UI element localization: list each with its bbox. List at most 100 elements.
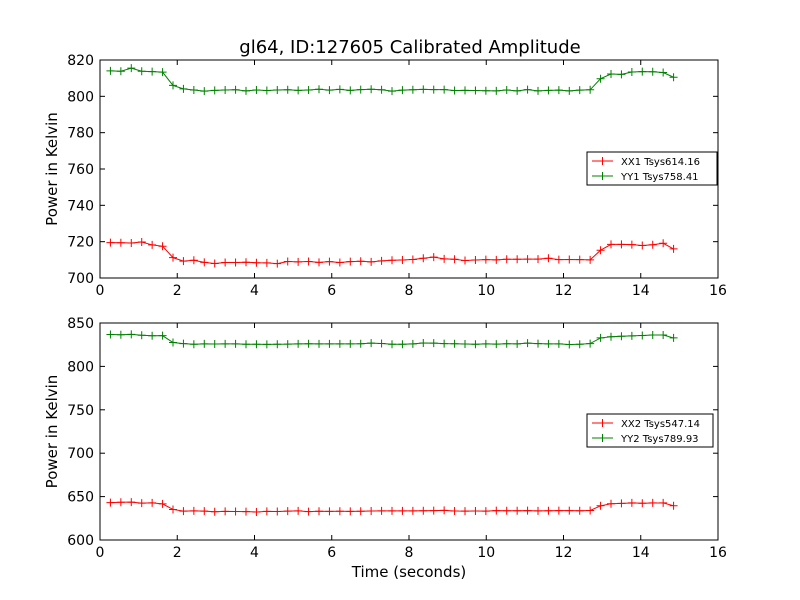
data-point: [617, 499, 626, 508]
data-point: [627, 498, 636, 507]
subplots: 0 2 4 6 8 10 12 14 16700720740760780800820Power …: [43, 53, 727, 581]
y-tick-label: 800: [67, 89, 94, 105]
data-point: [534, 255, 543, 264]
data-point: [502, 506, 511, 515]
data-point: [200, 507, 209, 516]
x-tick-label: 8: [405, 283, 414, 299]
data-point: [648, 240, 657, 249]
y-tick-label: 820: [67, 53, 94, 69]
legend-label: YY2 Tsys789.93: [620, 434, 699, 445]
data-point: [502, 85, 511, 94]
x-tick-label: 4: [250, 283, 259, 299]
x-axis-label: Time (seconds): [351, 563, 467, 581]
data-point: [669, 501, 678, 510]
data-point: [283, 85, 292, 94]
legend-box: [586, 413, 714, 448]
data-point: [638, 67, 647, 76]
data-point: [356, 257, 365, 266]
data-point: [294, 506, 303, 515]
data-point: [179, 84, 188, 93]
subplot-1: 0 2 4 6 8 10 12 14 16 700 720 740 760 780 800 820 Power …: [43, 53, 727, 299]
data-point: [335, 507, 344, 516]
data-point: [481, 507, 490, 516]
data-point: [377, 506, 386, 515]
y-tick-label: 650: [67, 490, 94, 506]
data-point: [367, 339, 376, 348]
data-point: [179, 507, 188, 516]
data-point: [273, 259, 282, 268]
data-point: [169, 253, 178, 262]
data-point: [659, 239, 668, 248]
data-point: [315, 85, 324, 94]
data-point: [273, 85, 282, 94]
data-point: [127, 238, 136, 247]
data-point: [169, 81, 178, 90]
data-point: [502, 339, 511, 348]
data-point: [586, 255, 595, 264]
data-point: [169, 338, 178, 347]
data-point: [106, 238, 115, 247]
data-point: [419, 85, 428, 94]
series-1: [106, 498, 678, 516]
data-point: [440, 506, 449, 515]
data-point: [304, 257, 313, 266]
data-point: [429, 339, 438, 348]
subplot-2: 0 2 4 6 8 10 12 14 16 600 650 700 750 800 850 Power in …: [43, 316, 727, 581]
data-point: [388, 506, 397, 515]
data-point: [283, 257, 292, 266]
series-2: [106, 64, 678, 96]
y-tick-label: 740: [67, 198, 94, 214]
data-point: [669, 333, 678, 342]
data-point: [137, 238, 146, 247]
data-point: [596, 74, 605, 83]
data-point: [523, 339, 532, 348]
data-point: [315, 507, 324, 516]
data-point: [575, 86, 584, 95]
data-point: [262, 507, 271, 516]
data-point: [554, 255, 563, 264]
data-point: [471, 340, 480, 349]
legend-entry: YY1 Tsys758.41: [592, 172, 699, 183]
data-point: [210, 86, 219, 95]
data-point: [231, 339, 240, 348]
data-point: [534, 339, 543, 348]
data-point: [554, 339, 563, 348]
y-tick-label: 720: [67, 235, 94, 251]
data-point: [523, 506, 532, 515]
data-point: [429, 85, 438, 94]
data-point: [461, 340, 470, 349]
data-point: [544, 254, 553, 263]
data-point: [377, 256, 386, 265]
data-point: [607, 240, 616, 249]
data-point: [429, 506, 438, 515]
data-point: [242, 86, 251, 95]
data-point: [283, 340, 292, 349]
data-point: [659, 498, 668, 507]
data-point: [450, 86, 459, 95]
data-point: [648, 330, 657, 339]
data-point: [356, 339, 365, 348]
data-point: [461, 256, 470, 265]
data-point: [575, 340, 584, 349]
data-point: [367, 85, 376, 94]
data-point: [148, 240, 157, 249]
data-point: [335, 258, 344, 267]
data-point: [492, 255, 501, 264]
data-point: [304, 85, 313, 94]
x-tick-label: 2: [173, 283, 182, 299]
data-point: [492, 340, 501, 349]
y-axis-label: Power in Kelvin: [43, 112, 61, 226]
data-point: [523, 255, 532, 264]
data-point: [189, 85, 198, 94]
data-point: [252, 258, 261, 267]
legend-marker: [598, 419, 607, 427]
data-point: [377, 85, 386, 94]
data-point: [304, 507, 313, 516]
x-tick-label: 10: [477, 283, 495, 299]
data-point: [294, 339, 303, 348]
data-point: [638, 241, 647, 250]
x-tick-label: 16: [709, 283, 727, 299]
data-point: [200, 87, 209, 96]
data-point: [367, 507, 376, 516]
